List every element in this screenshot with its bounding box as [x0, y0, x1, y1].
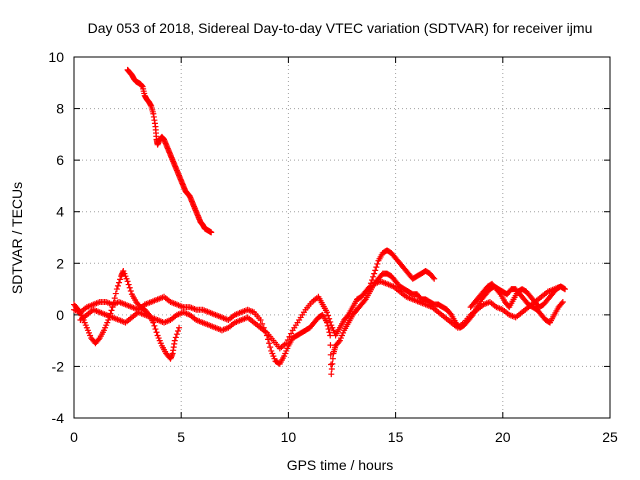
data-point — [370, 273, 377, 280]
data-point — [559, 298, 566, 305]
data-point — [284, 336, 291, 343]
data-point — [176, 324, 183, 331]
data-point — [288, 330, 295, 337]
data-point — [126, 284, 133, 291]
data-point — [173, 331, 180, 338]
data-point — [114, 282, 121, 289]
x-tick-label: 10 — [281, 429, 297, 445]
x-tick-label: 15 — [388, 429, 404, 445]
data-marks — [71, 66, 568, 378]
grid-layer — [74, 57, 610, 418]
data-point — [323, 319, 330, 326]
chart-title: Day 053 of 2018, Sidereal Day-to-day VTE… — [88, 20, 593, 36]
data-point — [373, 264, 380, 271]
data-point — [372, 267, 379, 274]
x-tick-label: 5 — [177, 429, 185, 445]
data-point — [95, 336, 102, 343]
data-point — [561, 286, 568, 293]
data-point — [496, 289, 503, 296]
data-point — [325, 326, 332, 333]
x-axis-label: GPS time / hours — [287, 457, 394, 473]
plot-frame — [73, 56, 611, 419]
data-point — [152, 326, 159, 333]
data-point — [151, 322, 158, 329]
data-point — [328, 366, 335, 373]
data-point — [112, 290, 119, 297]
data-point — [327, 342, 334, 349]
data-point — [266, 340, 273, 347]
data-point — [323, 309, 330, 316]
data-point — [335, 338, 342, 345]
data-point — [327, 332, 334, 339]
y-tick-label: 2 — [56, 255, 64, 271]
x-tick-label: 25 — [602, 429, 618, 445]
data-point — [431, 275, 438, 282]
data-point — [430, 274, 437, 281]
data-point — [366, 283, 373, 290]
series-1 — [124, 66, 215, 236]
data-point — [324, 322, 331, 329]
data-point — [369, 277, 376, 284]
data-point — [117, 276, 124, 283]
data-point — [328, 371, 335, 378]
data-point — [174, 327, 181, 334]
data-point — [371, 270, 378, 277]
x-tick-label: 0 — [70, 429, 78, 445]
data-point — [329, 360, 336, 367]
data-point — [171, 337, 178, 344]
y-tick-label: 6 — [56, 152, 64, 168]
data-point — [116, 279, 123, 286]
data-point — [259, 320, 266, 327]
data-point — [283, 340, 290, 347]
series-4 — [77, 247, 438, 352]
data-point — [325, 312, 332, 319]
tick-layer: -4 -2 0 2 4 6 8 10 0 5 10 15 20 25 — [48, 49, 618, 445]
data-point — [267, 344, 274, 351]
data-point — [208, 229, 215, 236]
data-point — [326, 329, 333, 336]
data-point — [125, 281, 132, 288]
data-point — [344, 313, 351, 320]
y-tick-label: -2 — [52, 358, 65, 374]
y-tick-label: 4 — [56, 204, 64, 220]
series-6 — [467, 280, 568, 311]
data-point — [447, 310, 454, 317]
y-tick-label: 10 — [48, 49, 64, 65]
data-point — [111, 295, 118, 302]
y-tick-label: -4 — [52, 410, 65, 426]
data-point — [286, 333, 293, 340]
data-point — [127, 288, 134, 295]
data-point — [560, 285, 567, 292]
data-point — [374, 260, 381, 267]
data-point — [328, 361, 335, 368]
data-point — [124, 278, 131, 285]
data-point — [361, 297, 368, 304]
data-point — [153, 329, 160, 336]
data-point — [326, 315, 333, 322]
data-point — [327, 351, 334, 358]
y-tick-label: 0 — [56, 307, 64, 323]
data-point — [257, 317, 264, 324]
data-point — [113, 286, 120, 293]
data-point — [327, 318, 334, 325]
data-point — [108, 307, 115, 314]
data-point — [365, 284, 372, 291]
x-tick-label: 20 — [495, 429, 511, 445]
y-tick-label: 8 — [56, 101, 64, 117]
y-axis-label: SDTVAR / TECUs — [9, 182, 25, 294]
data-point — [172, 334, 179, 341]
data-point — [329, 355, 336, 362]
data-point — [558, 300, 565, 307]
